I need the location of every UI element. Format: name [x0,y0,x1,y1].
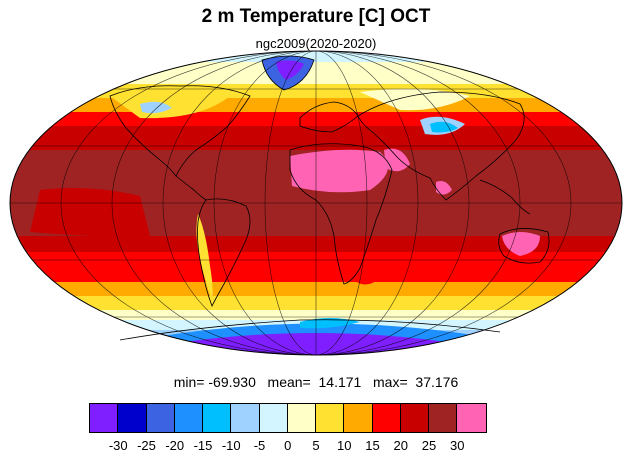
australia-hot [502,232,540,256]
coast-central-america [175,175,207,201]
plot-title: 2 m Temperature [C] OCT [201,6,431,27]
colorbar-tick-label: -10 [221,438,241,453]
colorbar-swatch [344,404,373,432]
coast-asia [357,91,525,201]
colorbar-tick-label: -5 [253,438,266,453]
colorbar-tick-label: 25 [421,438,437,453]
colorbar-swatch [372,404,401,432]
colorbar-swatch [231,404,260,432]
antarctica-coast [300,318,360,329]
colorbar-tick-label: 20 [393,438,408,453]
min-label: min= [173,374,205,390]
colorbar-swatch [316,404,345,432]
colorbar-tick-label: 10 [337,438,352,453]
colorbar-tick-label: 5 [312,438,320,453]
colorbar-labels: -30 -25 -20 -15 -10 -5 0 5 10 15 20 25 30 [0,438,632,456]
coast-north-america [109,85,251,177]
max-value: 37.176 [415,374,459,390]
mean-label: mean= [267,374,311,390]
coastlines [109,55,550,341]
coast-africa [289,143,393,285]
rockies-blue [140,101,172,114]
colorbar-swatch [429,404,458,432]
colorbar-swatch [203,404,232,432]
colorbar-swatch [259,404,288,432]
colorbar-swatch [287,404,316,432]
world-temperature-map [9,50,623,356]
colorbar-tick-label: 15 [365,438,380,453]
stats-line: min= -69.930 mean= 14.171 max= 37.176 [0,373,632,391]
north-america-cold [110,88,230,119]
colorbar-swatch [400,404,429,432]
coast-greenland [261,55,315,91]
coast-se-asia [479,179,531,215]
colorbar-tick-label: -25 [137,438,156,453]
colorbar-tick-label: -15 [193,438,213,453]
colorbar-swatch [457,404,486,432]
plot-subtitle: ngc2009(2020-2020) [255,36,377,51]
east-pacific-tongue [30,188,150,237]
min-value: -69.930 [208,374,256,390]
colorbar-swatch [146,404,175,432]
colorbar-swatch [118,404,147,432]
india-hot [436,181,452,195]
tibet-blue [430,121,458,133]
sahara-hot [290,149,388,193]
andes-cool [196,214,213,300]
colorbar [89,403,487,433]
colorbar-tick-label: 0 [284,438,292,453]
colorbar-tick-label: 30 [450,438,465,453]
coast-antarctica [119,319,501,341]
colorbar-swatch [90,404,119,432]
coast-australia [498,228,550,264]
colorbar-tick-label: -30 [108,438,128,453]
colorbar-swatch [174,404,203,432]
greenland-core [276,60,304,80]
coast-south-america [197,198,251,307]
arabia-hot [384,148,410,172]
globe-outline [9,50,623,356]
colorbar-tick-label: -20 [165,438,185,453]
max-label: max= [373,374,408,390]
mean-value: 14.171 [318,374,362,390]
